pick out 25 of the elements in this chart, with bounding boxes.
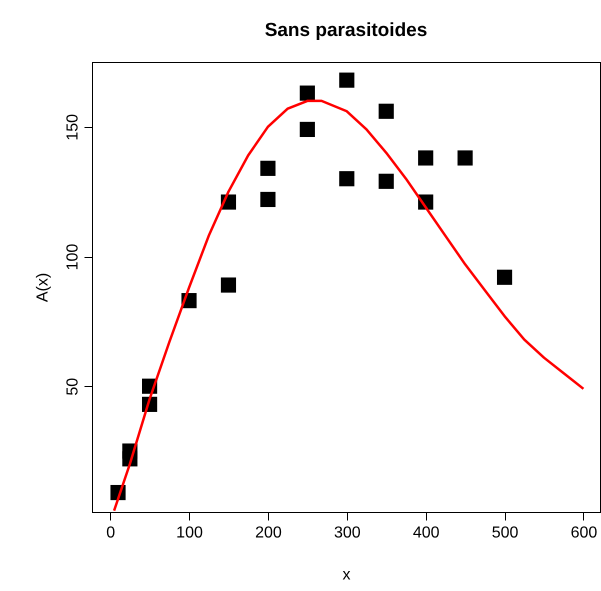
point [378,174,394,189]
point [339,72,354,88]
y-tick-label: 100 [64,244,82,270]
x-tick-label: 400 [412,524,440,542]
x-axis-title: x [342,566,350,584]
y-tick-label: 150 [64,114,82,141]
point [260,160,276,176]
y-axis-title: A(x) [34,272,52,302]
point [260,192,276,208]
x-tick-label: 100 [176,524,203,542]
y-tick-label: 50 [64,378,82,396]
point [458,150,473,166]
point [496,270,512,285]
point [300,86,315,101]
x-tick-label: 500 [492,524,518,542]
x-tick-label: 300 [334,524,361,542]
point [378,104,394,119]
chart-title: Sans parasitoides [264,20,428,41]
point [300,122,315,138]
point [339,171,354,186]
x-tick-label: 0 [106,524,116,542]
point [220,277,236,293]
point [418,150,434,166]
x-tick-label: 600 [570,524,598,542]
x-tick-label: 200 [255,524,282,542]
